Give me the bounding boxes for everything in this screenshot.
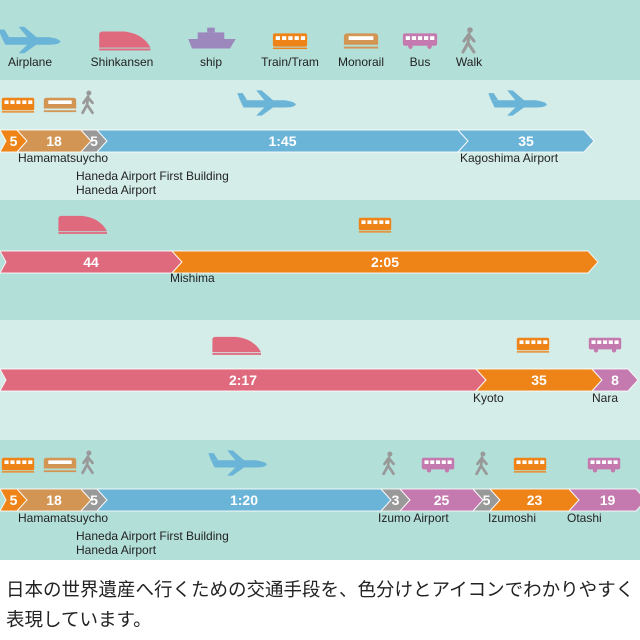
route-2-segment: 2:05 [170, 250, 599, 274]
segment-duration: 1:45 [268, 133, 296, 149]
segment-duration: 35 [531, 372, 547, 388]
legend-label-bus: Bus [409, 55, 431, 69]
legend-label-walk: Walk [455, 55, 483, 69]
stop-label: Nara [592, 391, 618, 405]
route-3-shinkansen-icon [212, 336, 261, 355]
route-2-shinkansen-icon [58, 215, 107, 234]
route-2-train-icon [358, 217, 392, 233]
route-2-segment: 44 [0, 250, 183, 274]
route-1-segment: 35 [456, 129, 595, 153]
segment-duration: 2:17 [229, 372, 257, 388]
route-4-segment: 23 [488, 488, 580, 512]
segment-duration: 5 [90, 133, 98, 149]
route-4-bus-icon [421, 457, 455, 473]
route-4-segment: 25 [398, 488, 484, 512]
stop-label: Mishima [170, 271, 215, 285]
stop-label: Haneda Airport [76, 543, 157, 557]
segment-duration: 2:05 [371, 254, 399, 270]
walk-icon [461, 27, 476, 54]
route-4-walk-icon [81, 450, 94, 475]
route-1-airplane-icon [237, 90, 296, 116]
route-4-segment: 18 [15, 488, 92, 512]
stop-label: Otashi [567, 511, 602, 525]
route-1-airplane-icon [488, 90, 547, 116]
caption: 日本の世界遺産へ行くための交通手段を、色分けとアイコンでわかりやすく表現していま… [6, 580, 635, 631]
legend-label-airplane: Airplane [7, 55, 53, 69]
stop-label: Kyoto [473, 391, 504, 405]
legend-label-ship: ship [199, 55, 223, 69]
stop-label: Haneda Airport First Building [76, 169, 229, 183]
segment-duration: 25 [434, 492, 450, 508]
route-4-airplane-icon [208, 450, 267, 476]
stop-label: Haneda Airport [76, 183, 157, 197]
route-4-walk-icon [475, 451, 488, 476]
route-3-segment: 2:17 [0, 368, 487, 392]
legend-label-train: Train/Tram [261, 55, 319, 69]
stop-label: Izumoshi [488, 511, 536, 525]
ship-icon [188, 27, 236, 49]
legend-label-monorail: Monorail [337, 55, 385, 69]
segment-duration: 5 [483, 492, 491, 508]
shinkansen-icon [99, 31, 151, 51]
route-1-walk-icon [81, 90, 94, 115]
route-3-segment: 8 [590, 368, 639, 392]
segment-duration: 18 [46, 492, 62, 508]
route-4-train-icon [1, 457, 35, 473]
stop-label: Hamamatsuycho [18, 511, 108, 525]
segment-duration: 35 [518, 133, 534, 149]
route-3-segment: 35 [474, 368, 603, 392]
route-1-train-icon [1, 97, 35, 113]
route-4-segment: 1:20 [95, 488, 392, 512]
stop-label: Izumo Airport [378, 511, 449, 525]
route-4-bus-icon [587, 457, 621, 473]
route-4-segment: 19 [567, 488, 640, 512]
route-4-train-icon [513, 457, 547, 473]
monorail-icon [343, 33, 379, 49]
airplane-icon [0, 26, 61, 54]
segment-duration: 18 [46, 133, 62, 149]
segment-duration: 5 [90, 492, 98, 508]
stop-label: Hamamatsuycho [18, 151, 108, 165]
segment-duration: 19 [600, 492, 616, 508]
route-4-walk-icon [382, 451, 395, 476]
segment-duration: 3 [392, 492, 400, 508]
stop-label: Kagoshima Airport [460, 151, 559, 165]
legend-label-shinkansen: Shinkansen [90, 55, 154, 69]
route-3-train-icon [516, 337, 550, 353]
route-1-segment: 1:45 [95, 129, 469, 153]
stop-label: Haneda Airport First Building [76, 529, 229, 543]
route-1-monorail-icon [43, 97, 77, 113]
route-4-monorail-icon [43, 457, 77, 473]
segment-duration: 1:20 [230, 492, 258, 508]
route-3-bus-icon [588, 337, 622, 353]
segment-duration: 8 [611, 372, 619, 388]
train-icon [272, 33, 308, 50]
segment-duration: 5 [10, 133, 18, 149]
segment-duration: 44 [83, 254, 99, 270]
bus-icon [402, 33, 438, 49]
segment-duration: 23 [527, 492, 543, 508]
route-1-segment: 18 [15, 129, 92, 153]
segment-duration: 5 [10, 492, 18, 508]
